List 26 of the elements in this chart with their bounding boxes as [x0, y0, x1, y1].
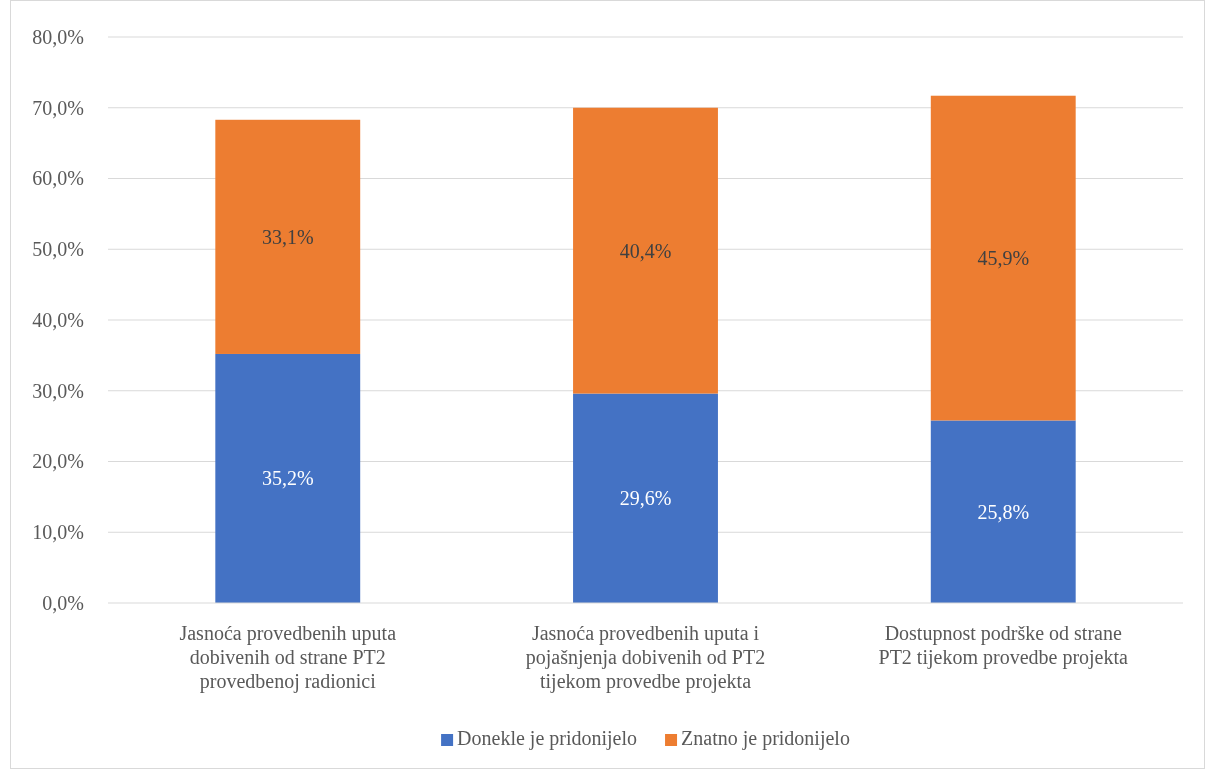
- data-label: 40,4%: [619, 239, 672, 262]
- bar: [573, 107, 718, 394]
- data-label: 29,6%: [619, 487, 672, 510]
- x-tick-label: Dostupnost podrške od strane PT2 tijekom provedbe projekta: [878, 622, 1129, 669]
- y-tick-label: 50,0%: [32, 238, 84, 261]
- y-tick-label: 10,0%: [32, 521, 84, 544]
- y-tick-label: 20,0%: [32, 450, 84, 473]
- x-tick-label: Jasnoća provedbenih uputa dobivenih od strane PT2 provedbenoj radionici: [179, 622, 397, 693]
- y-tick-label: 30,0%: [32, 379, 84, 402]
- data-label: 45,9%: [977, 247, 1030, 270]
- y-tick-label: 60,0%: [32, 167, 84, 190]
- bar: [215, 353, 361, 603]
- bar: [930, 95, 1076, 421]
- y-tick-label: 80,0%: [32, 25, 84, 48]
- data-label: 33,1%: [261, 225, 314, 248]
- x-tick-label: Jasnoća provedbenih uputa i pojašnjenja dobivenih od PT2 tijekom provedbe projekta: [525, 622, 766, 693]
- bar: [930, 420, 1076, 603]
- data-label: 35,2%: [261, 467, 314, 490]
- data-label: 25,8%: [977, 500, 1030, 523]
- y-tick-label: 70,0%: [32, 96, 84, 119]
- bar: [573, 393, 718, 603]
- y-tick-label: 0,0%: [42, 591, 84, 614]
- bar: [215, 119, 361, 354]
- legend-label: Znatno je pridonijelo: [681, 727, 850, 750]
- y-tick-label: 40,0%: [32, 308, 84, 331]
- legend-label: Donekle je pridonijelo: [457, 727, 638, 750]
